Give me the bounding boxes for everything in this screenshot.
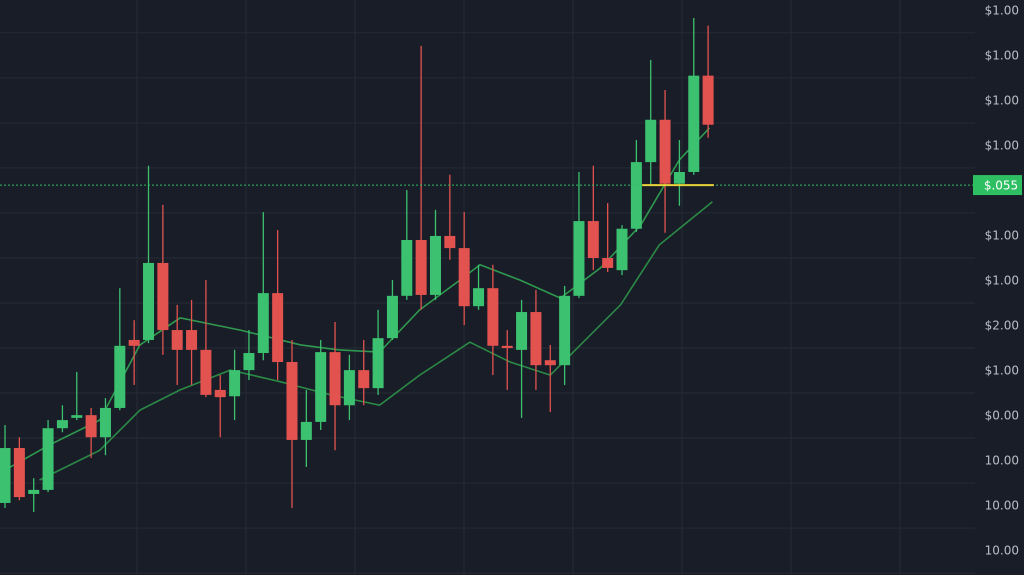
y-tick-label: $1.00 xyxy=(985,364,1019,378)
y-tick-label: 10.00 xyxy=(985,499,1019,513)
candle-body xyxy=(71,415,83,418)
candle-body xyxy=(587,221,599,259)
candle-body xyxy=(386,295,398,339)
candle-body xyxy=(99,407,111,438)
moving-average-line xyxy=(39,201,713,481)
candle-body xyxy=(487,288,499,346)
candle-body xyxy=(516,312,528,350)
candle-body xyxy=(186,330,198,350)
candle-body xyxy=(28,489,40,494)
candle-body xyxy=(56,420,68,429)
y-tick-label: 10.00 xyxy=(985,544,1019,558)
candle-body xyxy=(42,428,54,490)
candle-body xyxy=(128,339,140,346)
candle-body xyxy=(444,235,456,249)
candle-body xyxy=(358,370,370,389)
candle-body xyxy=(458,248,470,307)
candle-body xyxy=(143,262,155,340)
y-tick-label: $1.00 xyxy=(985,273,1019,287)
candle-body xyxy=(300,421,312,440)
candle-body xyxy=(229,370,241,397)
candle-body xyxy=(544,360,556,366)
candle-body xyxy=(673,172,685,184)
candle-body xyxy=(214,389,226,398)
candle-body xyxy=(559,295,571,366)
candle-body xyxy=(473,288,485,307)
candle-body xyxy=(602,258,614,268)
candle-body xyxy=(272,293,284,363)
candle-body xyxy=(573,221,585,296)
candle-body xyxy=(157,262,169,331)
candle-body xyxy=(0,448,11,503)
candle-body xyxy=(114,345,126,408)
y-tick-label: $1.00 xyxy=(985,48,1019,62)
y-tick-label: $1.00 xyxy=(985,93,1019,107)
candle-body xyxy=(257,293,269,354)
candle-body xyxy=(200,349,212,395)
candle-body xyxy=(372,338,384,389)
candle-body xyxy=(401,239,413,296)
y-tick-label: $0.00 xyxy=(985,409,1019,423)
y-tick-label: 10.00 xyxy=(985,454,1019,468)
candle-body xyxy=(13,448,25,498)
candle-body xyxy=(688,75,700,173)
current-price-badge xyxy=(973,175,1022,196)
candle-body xyxy=(286,362,298,440)
candle-body xyxy=(243,353,255,371)
candle-body xyxy=(702,75,714,125)
candle-body xyxy=(315,352,327,422)
vertical-grid xyxy=(136,0,901,575)
candle-body xyxy=(415,239,427,295)
candle-body xyxy=(329,352,341,406)
candle-body xyxy=(630,162,642,229)
candle-body xyxy=(616,228,628,271)
current-price-label: $.055 xyxy=(984,179,1018,193)
candle-body xyxy=(429,235,441,295)
candle-body xyxy=(501,345,513,349)
y-tick-label: $2.00 xyxy=(985,318,1019,332)
candle-body xyxy=(343,370,355,406)
candle-body xyxy=(659,119,671,184)
y-tick-label: $1.00 xyxy=(985,3,1019,17)
candle-body xyxy=(645,119,657,163)
candle-body xyxy=(85,415,97,438)
candle-body xyxy=(530,312,542,366)
y-tick-label: $1.00 xyxy=(985,138,1019,152)
candle-body xyxy=(171,330,183,350)
y-tick-label: $1.00 xyxy=(985,228,1019,242)
